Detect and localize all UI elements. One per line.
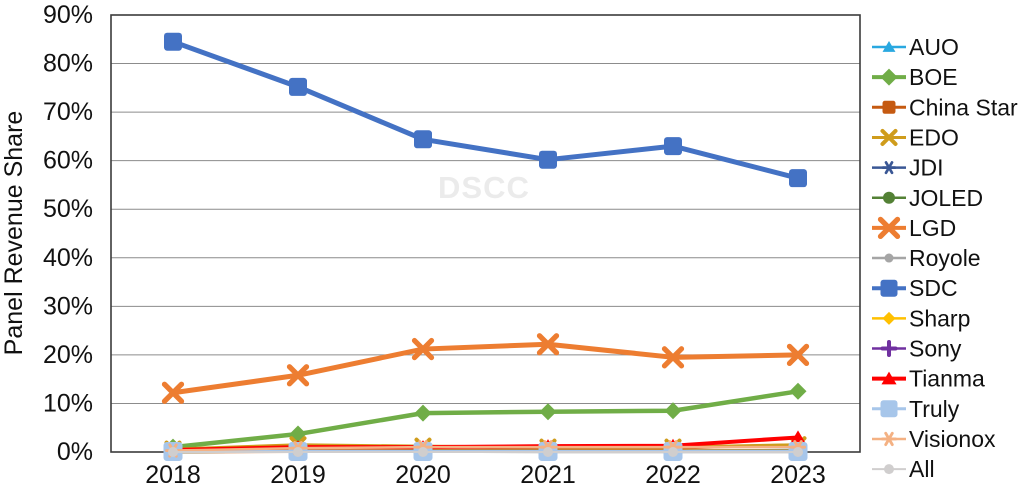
legend-label-joled: JOLED [909,185,983,211]
series-line-visionox [171,445,800,452]
x-tick-label: 2018 [145,461,201,489]
y-tick-label: 10% [43,389,93,417]
legend-item-edo: EDO [872,124,959,150]
legend-item-joled: JOLED [872,185,983,211]
legend-marker-china-star [882,100,896,114]
x-tick-label: 2021 [520,461,576,489]
legend-item-auo: AUO [872,34,959,60]
data-point-boe [664,402,682,420]
legend-label-all: All [909,456,935,482]
legend-item-boe: BOE [872,64,958,90]
series-lgd [161,333,810,404]
legend-label-sharp: Sharp [909,305,970,331]
legend-marker-sony [880,339,898,358]
legend-marker-all [884,464,894,475]
legend-label-boe: BOE [909,64,958,90]
data-point-lgd [411,337,435,361]
y-axis-title: Panel Revenue Share [0,111,28,356]
y-tick-label: 60% [43,147,93,175]
legend-marker-lgd [877,216,901,240]
legend-label-tianma: Tianma [909,366,985,392]
legend-marker-visionox [881,431,897,447]
legend-item-royole: Royole [872,245,981,271]
legend-label-lgd: LGD [909,215,956,241]
legend-label-sdc: SDC [909,275,958,301]
data-point-all [293,447,303,457]
series-line-boe [170,389,801,450]
legend-item-all: All [872,456,935,482]
legend-item-jdi: JDI [872,155,944,181]
data-point-sdc [664,137,682,156]
y-tick-label: 80% [43,50,93,78]
legend-label-auo: AUO [909,34,959,60]
legend-marker-edo [880,128,898,146]
data-point-lgd [286,364,310,387]
legend-item-lgd: LGD [872,215,956,241]
data-point-sdc [539,150,557,169]
legend-item-sony: Sony [872,336,962,362]
data-point-lgd [536,333,560,356]
legend-item-sdc: SDC [872,275,958,301]
legend-item-visionox: Visionox [872,426,996,452]
y-tick-label: 70% [43,98,93,126]
legend-marker-auo [882,41,896,52]
x-tick-label: 2023 [770,461,826,489]
y-tick-label: 0% [57,438,93,466]
x-tick-label: 2022 [645,461,701,489]
data-point-sdc [789,169,807,188]
legend-marker-truly [880,400,898,418]
y-tick-label: 90% [43,1,93,29]
legend-label-royole: Royole [909,245,981,271]
data-point-all [418,447,428,457]
series-all [168,447,803,457]
legend-item-sharp: Sharp [872,305,970,331]
x-tick-label: 2019 [270,461,326,489]
legend-marker-joled [883,191,895,204]
y-tick-label: 40% [43,244,93,272]
data-point-sdc [164,32,182,51]
data-point-sdc [289,77,307,96]
data-point-tianma [790,430,806,444]
legend-label-visionox: Visionox [909,426,996,452]
data-point-all [168,447,178,457]
series-sdc [164,32,807,188]
legend-marker-sdc [880,279,898,297]
legend-marker-tianma [881,371,897,385]
legend-marker-royole [884,253,894,263]
series-line-sdc [170,39,801,181]
data-point-all [793,447,803,457]
legend-label-truly: Truly [909,396,960,422]
x-tick-label: 2020 [395,461,451,489]
legend-label-sony: Sony [909,336,962,362]
data-point-boe [789,382,807,400]
y-tick-label: 30% [43,292,93,320]
data-point-lgd [786,343,810,367]
legend-marker-boe [880,68,898,86]
series-line-lgd [170,341,801,396]
data-point-boe [539,403,557,421]
legend-item-tianma: Tianma [872,366,985,392]
legend-label-edo: EDO [909,124,959,150]
legend-label-china-star: China Star [909,94,1018,120]
data-point-all [668,447,678,457]
data-point-sdc [414,130,432,149]
y-tick-label: 50% [43,195,93,223]
legend-marker-sharp [882,311,896,325]
legend-item-china-star: China Star [872,94,1018,120]
legend-item-truly: Truly [872,396,960,422]
data-point-all [543,447,553,457]
y-tick-label: 20% [43,341,93,369]
legend-marker-jdi [881,161,897,175]
data-point-lgd [161,381,185,404]
data-point-lgd [661,346,685,369]
data-point-boe [414,404,432,422]
legend-label-jdi: JDI [909,155,944,181]
